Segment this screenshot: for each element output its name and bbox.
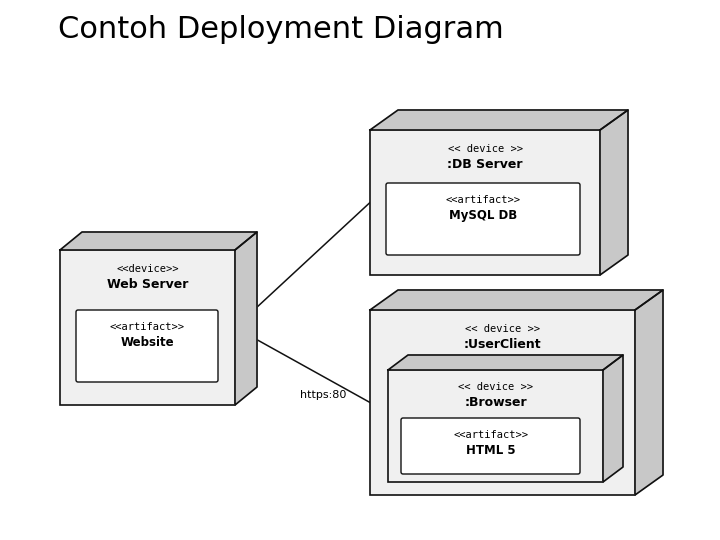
Polygon shape [603, 355, 623, 482]
Polygon shape [388, 355, 623, 370]
Text: << device >>: << device >> [448, 144, 523, 154]
Polygon shape [370, 110, 628, 130]
Bar [60, 250, 235, 405]
Bar [370, 130, 600, 275]
Text: <<artifact>>: <<artifact>> [446, 195, 521, 205]
Text: <<artifact>>: <<artifact>> [109, 322, 184, 332]
Text: :Browser: :Browser [464, 396, 527, 409]
Text: << device >>: << device >> [458, 382, 533, 392]
Text: HTML 5: HTML 5 [466, 444, 516, 457]
Text: <<artifact>>: <<artifact>> [453, 430, 528, 440]
Polygon shape [635, 290, 663, 495]
Polygon shape [600, 110, 628, 275]
Polygon shape [235, 232, 257, 405]
Text: :DB Server: :DB Server [447, 158, 523, 171]
FancyBboxPatch shape [386, 183, 580, 255]
Text: <<device>>: <<device>> [116, 264, 179, 274]
Bar [388, 370, 603, 482]
Bar [370, 310, 635, 495]
Polygon shape [60, 232, 257, 250]
FancyBboxPatch shape [401, 418, 580, 474]
Polygon shape [370, 290, 663, 310]
Text: MySQL DB: MySQL DB [449, 209, 517, 222]
FancyBboxPatch shape [76, 310, 218, 382]
Text: Website: Website [120, 336, 174, 349]
Text: << device >>: << device >> [465, 324, 540, 334]
Text: https:80: https:80 [300, 390, 346, 400]
Text: :UserClient: :UserClient [464, 338, 541, 351]
Text: Web Server: Web Server [107, 278, 188, 291]
Text: Contoh Deployment Diagram: Contoh Deployment Diagram [58, 15, 503, 44]
